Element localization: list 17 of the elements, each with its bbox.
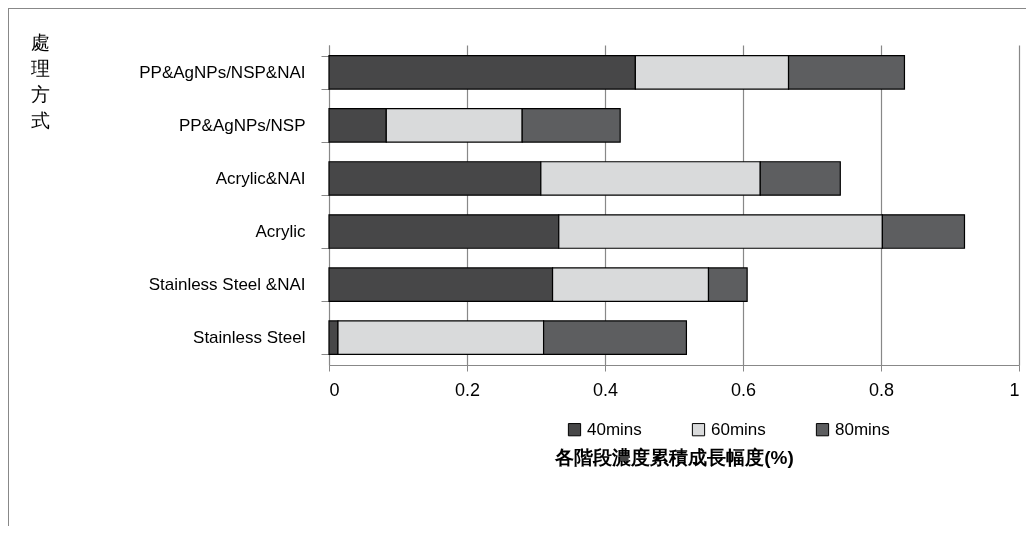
y-tick-label: Acrylic&NAI <box>215 168 306 188</box>
x-tick-label: 1 <box>1009 379 1020 400</box>
legend-label: 60mins <box>711 419 766 439</box>
x-tick-label: 0.2 <box>454 379 481 400</box>
y-tick-label: Stainless Steel &NAI <box>148 275 306 295</box>
x-tick-label: 0 <box>329 379 340 400</box>
y-axis-title: 處理方式 <box>31 31 50 131</box>
x-tick-label: 0.4 <box>592 379 619 400</box>
y-tick-label: PP&AgNPs/NSP <box>178 115 306 135</box>
y-tick-label: PP&AgNPs/NSP&NAI <box>139 62 306 82</box>
x-tick-label: 0.8 <box>868 379 895 400</box>
y-tick-label: Stainless Steel <box>193 328 306 348</box>
x-tick-label: 0.6 <box>730 379 757 400</box>
y-tick-label: Acrylic <box>255 222 306 242</box>
legend-label: 80mins <box>835 419 890 439</box>
legend-label: 40mins <box>587 419 642 439</box>
x-axis-title: 各階段濃度累積成長幅度(%) <box>554 446 794 468</box>
